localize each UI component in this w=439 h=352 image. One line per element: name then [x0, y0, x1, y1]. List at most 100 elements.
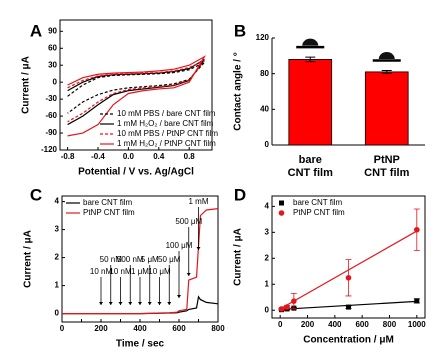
- arrow-head: [118, 302, 123, 305]
- arrow-head: [186, 273, 191, 276]
- legend-label: 10 mM PBS / PtNP CNT film: [117, 129, 218, 138]
- x-tick-label: 1000: [408, 320, 426, 329]
- point: [291, 298, 297, 304]
- panel-label: A: [30, 21, 42, 40]
- x-tick-label: 600: [355, 320, 369, 329]
- legend-marker: [278, 210, 285, 216]
- legend-label: 1 mM H₂O₂ / PtNP CNT film: [117, 139, 216, 148]
- point: [346, 304, 351, 310]
- y-tick-label: 60: [48, 43, 57, 52]
- plot-frame: [59, 19, 213, 151]
- annotation-label: 10 nM: [109, 267, 132, 276]
- x-tick-label: -0.4: [91, 152, 105, 161]
- x-tick-label: 0: [60, 324, 65, 333]
- arrow-head: [99, 302, 103, 305]
- y-tick-label: 0: [53, 77, 58, 86]
- y-tick-label: 4: [265, 201, 270, 210]
- category-sublabel: CNT film: [364, 167, 409, 179]
- y-tick-label: 3: [265, 227, 270, 236]
- y-tick-label: 40: [260, 104, 269, 113]
- annotation-label: 10 μM: [148, 267, 171, 276]
- series-line: [67, 60, 205, 123]
- annotation-label: 500 μM: [175, 217, 202, 226]
- x-tick-label: 200: [301, 320, 315, 329]
- category-sublabel: CNT film: [288, 167, 333, 179]
- annotation-label: 1 mM: [189, 197, 209, 206]
- x-tick-label: 400: [133, 324, 147, 333]
- legend-label: bare CNT film: [83, 198, 133, 207]
- bar: [364, 71, 409, 146]
- annotation-label: 10 nM: [90, 267, 113, 276]
- y-axis-title: Current / μA: [233, 228, 244, 286]
- y-tick-label: 1: [55, 281, 60, 290]
- annotation-label: 1 μM: [131, 267, 149, 276]
- plot-frame: [271, 195, 426, 319]
- x-tick-label: 800: [211, 324, 225, 333]
- bar: [288, 59, 333, 146]
- error-bar: [381, 70, 392, 74]
- x-axis-title: Concentration / μM: [303, 335, 394, 346]
- y-tick-label: 90: [48, 26, 57, 35]
- x-axis-title: Time / sec: [116, 339, 165, 350]
- error-bar: [305, 56, 316, 63]
- annotation-label: 500 nM: [117, 255, 144, 264]
- arrow-head: [128, 302, 133, 305]
- y-axis-title: Contact angle / °: [233, 52, 244, 130]
- y-tick-label: 80: [260, 69, 269, 78]
- annotation-label: 100 μM: [166, 241, 193, 250]
- annotation-label: 50 nM: [100, 255, 123, 264]
- droplet: [378, 52, 395, 60]
- y-tick-label: 2: [265, 253, 270, 262]
- arrow-head: [196, 247, 201, 250]
- y-tick-label: 30: [48, 60, 57, 69]
- arrow-head: [157, 302, 162, 305]
- point: [414, 226, 420, 233]
- arrow-head: [108, 302, 113, 305]
- y-tick-label: -60: [45, 111, 57, 120]
- arrow-head: [138, 302, 142, 305]
- point: [278, 306, 285, 312]
- y-tick-label: 120: [256, 33, 270, 42]
- y-tick-label: 4: [55, 197, 60, 206]
- arrow-head: [167, 302, 172, 305]
- x-tick-label: 0: [278, 320, 283, 329]
- y-axis-title: Current / μA: [21, 56, 32, 114]
- y-tick-label: 1: [265, 279, 270, 288]
- category-label: PtNP: [374, 154, 400, 166]
- legend-label: PtNP CNT film: [83, 208, 135, 217]
- y-tick-label: -30: [45, 94, 57, 103]
- x-tick-label: 800: [383, 320, 397, 329]
- y-tick-label: 0: [265, 305, 270, 314]
- y-tick-label: 0: [265, 140, 270, 149]
- panel-label: D: [234, 185, 246, 204]
- arrow-head: [147, 302, 152, 305]
- x-tick-label: 0.0: [123, 152, 135, 161]
- droplet: [302, 38, 319, 46]
- arrow-head: [177, 295, 181, 298]
- panel-label: C: [30, 185, 42, 204]
- x-axis-title: Potential / V vs. Ag/AgCl: [78, 167, 194, 178]
- legend-label: 1 mM H₂O₂ / bare CNT film: [117, 119, 214, 128]
- point: [345, 274, 352, 281]
- x-tick-label: 0.8: [184, 152, 196, 161]
- point: [284, 304, 290, 310]
- y-tick-label: -120: [41, 145, 58, 154]
- legend-marker: [279, 200, 284, 206]
- x-tick-label: -0.8: [61, 152, 75, 161]
- y-tick-label: -90: [45, 128, 57, 137]
- x-tick-label: 0.4: [153, 152, 165, 161]
- y-tick-label: 2: [55, 253, 60, 262]
- series-line: [62, 208, 219, 315]
- legend-label: bare CNT film: [293, 198, 343, 207]
- annotation-label: 50 μM: [158, 255, 181, 264]
- y-tick-label: 0: [55, 309, 60, 318]
- x-tick-label: 600: [172, 324, 186, 333]
- legend-label: PtNP CNT film: [293, 208, 345, 217]
- x-tick-label: 400: [328, 320, 342, 329]
- legend-label: 10 mM PBS / bare CNT film: [117, 109, 216, 118]
- y-axis-title: Current / μA: [23, 230, 34, 288]
- x-tick-label: 200: [94, 324, 108, 333]
- panel-label: B: [234, 21, 246, 40]
